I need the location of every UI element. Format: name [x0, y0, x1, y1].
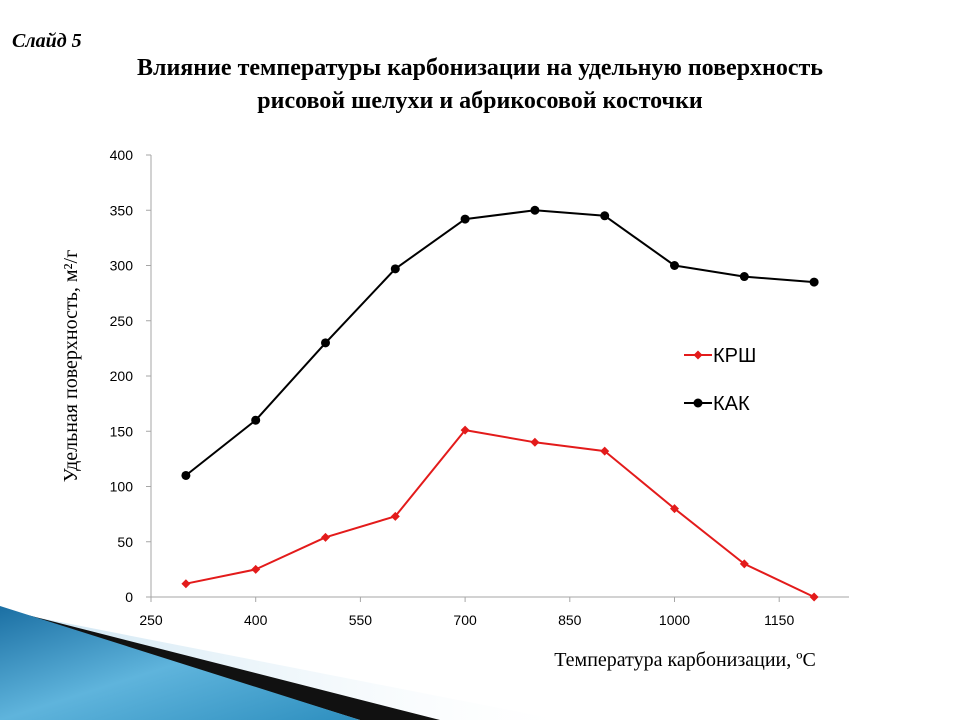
x-tick-label: 1000 — [659, 612, 690, 628]
chart-axes — [150, 155, 849, 598]
x-tick-label: 850 — [558, 612, 582, 628]
chart-ticks: 0 50 100 150 200 250 300 350 400 250 400 550 700 850 1… — [110, 147, 795, 628]
chart-legend: КРШ КАК — [684, 345, 756, 415]
data-point-krsh — [181, 579, 191, 589]
x-tick-label: 550 — [349, 612, 373, 628]
data-point-krsh — [321, 532, 330, 542]
data-point-kak — [739, 272, 749, 282]
data-point-kak — [181, 470, 191, 480]
data-point-kak — [390, 264, 400, 274]
slide-title-line-1: Влияние температуры карбонизации на удел… — [136, 55, 823, 81]
data-point-kak — [460, 214, 470, 224]
series-line-krsh — [185, 429, 815, 598]
y-tick-label: 50 — [117, 534, 133, 550]
y-tick-label: 0 — [125, 589, 133, 605]
legend-label-kak: КАК — [713, 393, 750, 415]
x-tick-label: 700 — [453, 612, 477, 628]
y-tick-label: 250 — [110, 313, 134, 329]
data-point-krsh — [530, 437, 540, 447]
data-point-kak — [251, 415, 261, 425]
x-tick-label: 400 — [244, 612, 268, 628]
data-point-krsh — [460, 425, 470, 435]
x-axis-label: Температура карбонизации, ºС — [554, 649, 816, 671]
data-point-krsh — [390, 511, 400, 521]
slide-title: Влияние температуры карбонизации на удел… — [60, 52, 900, 118]
x-tick-label: 250 — [139, 612, 163, 628]
data-point-kak — [530, 205, 540, 215]
y-tick-label: 400 — [110, 147, 134, 163]
slide-title-line-2: рисовой шелухи и абрикосовой косточки — [257, 88, 703, 114]
legend-marker-kak — [693, 398, 703, 408]
black-stripe — [0, 608, 440, 720]
y-tick-label: 350 — [110, 202, 134, 218]
y-tick-label: 150 — [110, 423, 134, 439]
legend-label-krsh: КРШ — [713, 345, 756, 367]
data-point-kak — [321, 338, 330, 348]
blue-stripe — [0, 606, 360, 720]
y-axis-label: Удельная поверхность, м²/г — [60, 250, 82, 483]
data-point-kak — [670, 261, 679, 270]
chart-markers — [181, 205, 819, 602]
data-point-krsh — [739, 559, 749, 569]
data-point-kak — [809, 277, 819, 287]
series-line-kak — [185, 209, 815, 477]
data-point-krsh — [251, 564, 261, 574]
slide-number: Слайд 5 — [12, 30, 82, 52]
data-point-krsh — [670, 504, 679, 514]
chart-lines — [185, 209, 815, 598]
y-tick-label: 300 — [110, 258, 134, 274]
data-point-krsh — [809, 592, 819, 602]
y-tick-label: 100 — [110, 479, 134, 495]
data-point-kak — [600, 211, 610, 221]
y-tick-label: 200 — [110, 368, 134, 384]
x-tick-label: 1150 — [764, 612, 794, 628]
data-point-krsh — [600, 446, 610, 456]
legend-marker-krsh — [693, 350, 703, 360]
pale-stripe — [40, 618, 560, 720]
